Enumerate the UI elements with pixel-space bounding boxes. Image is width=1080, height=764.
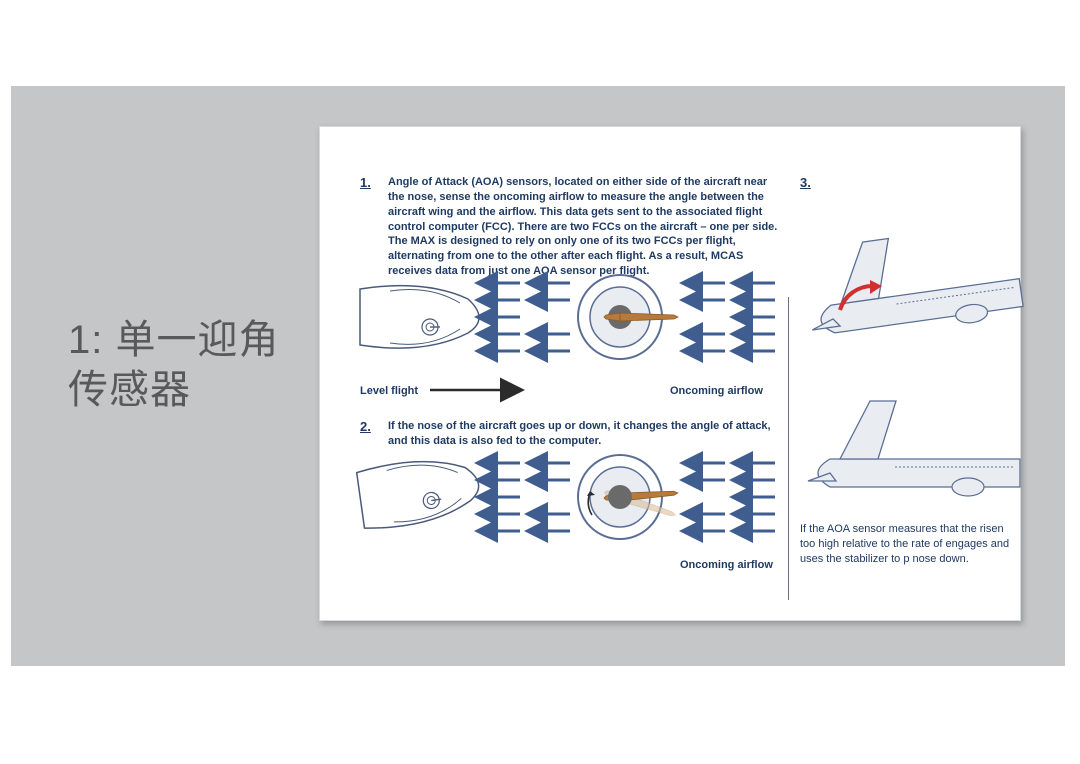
tail-bottom	[808, 401, 1020, 496]
tail-top	[801, 221, 1024, 345]
nose-level	[360, 286, 479, 348]
aoa-sensor-1	[578, 275, 678, 359]
diagram-svg	[320, 127, 1020, 620]
airflow-1a	[480, 283, 520, 351]
nose-pitched	[356, 453, 483, 531]
aoa-sensor-2	[578, 455, 678, 539]
slide-title: 1: 单一迎角 传感器	[68, 315, 279, 415]
airflow-2a	[480, 463, 520, 531]
slide-title-line2: 传感器	[68, 365, 279, 415]
diagram-card: 1. Angle of Attack (AOA) sensors, locate…	[319, 126, 1021, 621]
slide-title-line1: 1: 单一迎角	[68, 315, 279, 365]
